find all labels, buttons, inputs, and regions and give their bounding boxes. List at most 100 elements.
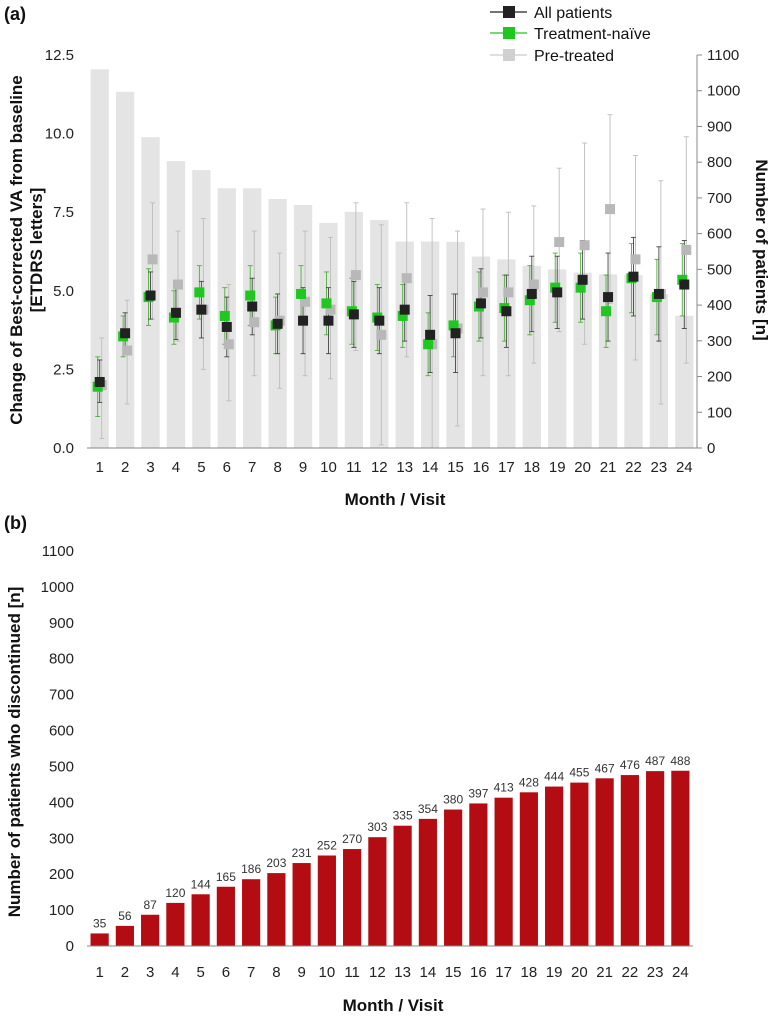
x-tick-label-b: 3 (146, 964, 154, 981)
x-tick-label-b: 6 (222, 964, 230, 981)
bar-value-label-19: 444 (544, 770, 564, 784)
y-ticks-b: 0 100 200 300 400 500 600 700 800 900 1000 1100 (41, 543, 74, 955)
right-tick-label: 800 (707, 154, 732, 171)
right-tick-label: 1100 (707, 47, 739, 64)
legend-label-pretreated: Pre-treated (534, 48, 614, 65)
bar-value-label-4: 120 (165, 886, 185, 900)
legend-label-all: All patients (534, 5, 612, 22)
legend-marker-all (503, 6, 515, 18)
marker-pretreated-22 (630, 254, 641, 265)
left-tick-label: 0.0 (53, 440, 74, 457)
y-tick-label-b: 700 (49, 687, 74, 704)
x-tick-label-b: 23 (647, 964, 664, 981)
marker-pretreated-10 (325, 304, 336, 315)
patients-bar-22 (624, 275, 643, 448)
bar-value-label-17: 413 (494, 781, 514, 795)
discontinued-bar-24 (671, 770, 690, 946)
x-tick-label: 10 (320, 459, 337, 476)
marker-naive-20 (575, 282, 586, 293)
patients-bar-1 (90, 69, 109, 449)
marker-pretreated-19 (554, 237, 565, 248)
x-tick-label: 13 (396, 459, 413, 476)
left-y-label-line2: [ETDRS letters] (27, 188, 46, 313)
left-tick-label: 2.5 (53, 361, 74, 378)
discontinued-bar-17 (494, 797, 513, 946)
y-tick-label-b: 0 (66, 938, 74, 955)
legend: All patients Treatment-naïve Pre-treated (490, 5, 651, 65)
discontinued-bar-21 (595, 778, 614, 946)
bar-value-label-10: 252 (317, 839, 337, 853)
patients-bar-2 (115, 91, 135, 449)
marker-all-10 (323, 315, 334, 326)
x-tick-label-b: 9 (297, 964, 305, 981)
right-tick-label: 900 (707, 118, 732, 135)
marker-all-1 (94, 376, 105, 387)
legend-marker-pretreated (503, 49, 515, 61)
patients-bar-24 (675, 315, 694, 448)
x-ticks-b: 1 2 3 4 5 6 7 8 9 10 11 12 13 14 15 16 17 18 19 20 21 22 23 24 (95, 964, 688, 981)
patients-bar-19 (548, 269, 567, 448)
patients-bar-20 (573, 272, 592, 448)
marker-pretreated-11 (350, 270, 361, 281)
right-tick-label: 0 (707, 440, 715, 457)
marker-naive-13 (397, 310, 408, 321)
x-tick-label-b: 22 (622, 964, 639, 981)
x-tick-label: 20 (574, 459, 591, 476)
x-tick-label-b: 19 (546, 964, 563, 981)
marker-pretreated-9 (300, 296, 311, 307)
marker-all-15 (450, 328, 461, 339)
marker-pretreated-12 (376, 329, 387, 340)
marker-naive-9 (296, 288, 307, 299)
patients-bar-13 (395, 241, 414, 448)
discontinued-bar-22 (620, 775, 639, 946)
x-tick-label: 19 (549, 459, 566, 476)
marker-all-3 (145, 290, 156, 301)
discontinued-bars (90, 770, 690, 946)
marker-pretreated-13 (401, 273, 412, 284)
bar-value-label-1: 35 (93, 916, 107, 930)
marker-all-18 (526, 288, 537, 299)
bar-value-label-16: 397 (468, 786, 488, 800)
discontinued-bar-6 (216, 886, 235, 946)
bar-value-label-24: 488 (670, 754, 690, 768)
x-tick-label: 15 (447, 459, 464, 476)
left-tick-label: 5.0 (53, 283, 74, 300)
bar-value-label-11: 270 (342, 832, 362, 846)
marker-pretreated-17 (503, 287, 514, 298)
x-tick-label-b: 11 (344, 964, 360, 981)
marker-naive-14 (423, 339, 434, 350)
bar-value-label-3: 87 (143, 898, 157, 912)
marker-all-24 (679, 279, 690, 290)
right-tick-label: 300 (707, 333, 732, 350)
discontinued-bar-13 (393, 825, 412, 946)
x-tick-label-b: 8 (272, 964, 280, 981)
bar-value-label-22: 476 (620, 758, 640, 772)
marker-pretreated-4 (172, 279, 183, 290)
left-tick-label: 10.0 (45, 126, 74, 143)
x-tick-label-b: 12 (369, 964, 386, 981)
bar-value-label-23: 487 (645, 754, 665, 768)
marker-pretreated-7 (249, 317, 260, 328)
x-ticks: 1 2 3 4 5 6 7 8 9 10 11 12 13 14 15 16 17 18 19 20 21 22 23 24 (96, 459, 693, 476)
y-tick-label-b: 900 (49, 615, 74, 632)
right-tick-label: 200 (707, 369, 732, 386)
x-tick-label: 2 (121, 459, 129, 476)
y-tick-label-b: 400 (49, 794, 74, 811)
marker-all-23 (653, 288, 664, 299)
marker-all-16 (475, 298, 486, 309)
marker-all-8 (272, 318, 283, 329)
bar-value-label-6: 165 (216, 870, 236, 884)
x-tick-label-b: 2 (121, 964, 129, 981)
x-tick-label-b: 1 (95, 964, 103, 981)
marker-all-6 (221, 321, 232, 332)
right-tick-label: 600 (707, 226, 732, 243)
right-tick-label: 400 (707, 297, 732, 314)
x-tick-label: 23 (651, 459, 668, 476)
x-tick-label: 17 (498, 459, 515, 476)
bar-value-label-20: 455 (569, 766, 589, 780)
marker-all-5 (196, 304, 207, 315)
left-y-ticks: 0.0 2.5 5.0 7.5 10.0 12.5 (45, 47, 74, 457)
x-tick-label: 1 (96, 459, 104, 476)
